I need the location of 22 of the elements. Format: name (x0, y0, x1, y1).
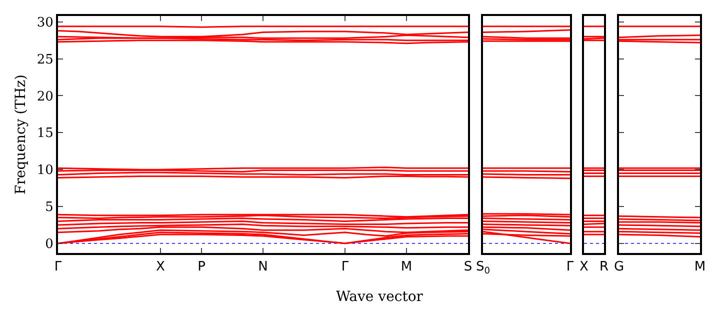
y-tick-label: 5 (45, 200, 54, 216)
x-tick-label: R (599, 260, 609, 275)
x-tick-label: X (580, 260, 589, 275)
x-axis-title: Wave vector (336, 289, 424, 305)
x-tick-label: Γ (341, 260, 350, 275)
y-tick-label: 20 (36, 89, 54, 104)
x-tick-label: M (400, 260, 412, 275)
y-tick-label: 15 (36, 126, 54, 142)
x-tick-label: P (198, 260, 206, 275)
x-tick-label: Γ (54, 260, 62, 275)
y-axis-title: Frequency (THz) (12, 74, 29, 195)
x-tick-label: N (258, 260, 268, 275)
y-tick-label: 10 (36, 163, 54, 178)
x-tick-label: S$_{0}$ (476, 260, 490, 276)
x-tick-label: X (156, 260, 166, 275)
y-tick-label: 30 (36, 15, 54, 30)
y-tick-label: 0 (45, 236, 54, 252)
x-tick-label: M (694, 260, 706, 275)
x-tick-label: G (614, 260, 624, 275)
y-tick-label: 25 (36, 52, 54, 68)
x-tick-label: Γ (566, 260, 574, 275)
x-tick-label: S (464, 260, 472, 275)
